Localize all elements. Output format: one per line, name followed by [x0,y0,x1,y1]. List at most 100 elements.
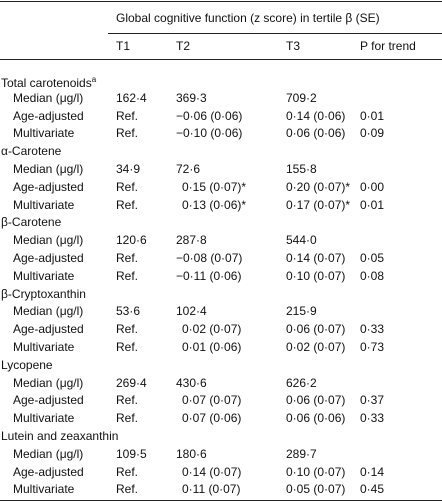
row-label: Multivariate [13,126,75,141]
row-label: Age-adjusted [13,251,84,265]
cell: Ref. [116,126,139,141]
cell: 0·15 (0·07)* [182,179,247,194]
cell: 287·8 [176,233,207,248]
row-label: Age-adjusted [13,179,84,194]
cell: 53·6 [116,304,141,319]
cell: 0·14 [360,464,385,479]
cell: 0·01 (0·06) [182,340,242,354]
cell: 0·01 [360,197,385,212]
cell: 215·9 [286,304,317,319]
cell: 0·07 (0·07) [182,393,242,408]
cell: 0·05 [360,251,385,265]
cell: 0·06 (0·06) [286,411,346,426]
row-label: Multivariate [13,197,75,212]
cell: 0·02 (0·07) [182,322,242,337]
group-name: Lutein and zeaxanthin [1,429,119,443]
cell: 0·10 (0·07) [286,464,346,479]
cell: Ref. [116,197,139,212]
cell: −0·08 (0·07) [176,251,243,265]
cell: 626·2 [286,375,317,390]
span-rule [108,33,442,34]
group-name: β-Carotene [1,215,62,230]
cell: 0·06 (0·07) [286,393,346,408]
group-name: Lycopene [1,357,53,372]
row-label: Median (μg/l) [13,446,84,461]
cell: 0·37 [360,393,385,408]
row-label: Multivariate [13,482,75,497]
cell: 0·02 (0·07) [286,340,346,354]
cell: Ref. [116,268,139,283]
cell: 0·00 [360,179,385,194]
top-rule [0,1,442,2]
cell: 0·05 (0·07) [286,482,346,497]
header-title: Global cognitive function (z score) in t… [116,11,380,25]
cell: 0·45 [360,482,385,497]
column-header: T3 [286,39,301,53]
cell: 0·06 (0·06) [286,126,346,141]
column-header: T1 [116,39,131,53]
cell: 709·2 [286,90,317,105]
column-header: P for trend [360,39,416,53]
cell: Ref. [116,179,139,194]
cell: 0·14 (0·06) [286,108,346,123]
cell: 72·6 [176,162,201,176]
cell: 0·06 (0·07) [286,322,346,337]
row-label: Median (μg/l) [13,90,84,105]
cell: 109·5 [116,446,147,461]
row-label: Median (μg/l) [13,304,84,319]
bottom-rule [0,500,442,501]
row-label: Age-adjusted [13,322,84,337]
column-header: T2 [176,39,191,53]
cell: 0·20 (0·07)* [286,179,351,194]
cell: 0·11 (0·07) [182,482,241,497]
cell: 155·8 [286,162,317,176]
group-name: Total carotenoidsa [1,75,97,90]
cell: Ref. [116,251,139,265]
header-rule [0,59,442,60]
group-name: α-Carotene [1,144,62,159]
cell: 544·0 [286,233,317,248]
cell: 430·6 [176,375,207,390]
cell: 269·4 [116,375,147,390]
cell: Ref. [116,108,139,123]
cell: 0·13 (0·06)* [182,197,247,212]
row-label: Multivariate [13,411,75,426]
cell: 0·01 [360,108,385,123]
cell: 120·6 [116,233,147,248]
row-label: Median (μg/l) [13,375,84,390]
cell: 34·9 [116,162,141,176]
cell: Ref. [116,482,139,497]
row-label: Age-adjusted [13,393,84,408]
row-label: Multivariate [13,268,75,283]
cell: 162·4 [116,90,147,105]
cell: 0·73 [360,340,385,354]
cell: 0·14 (0·07) [286,251,346,265]
cell: Ref. [116,411,139,426]
cell: Ref. [116,464,139,479]
row-label: Age-adjusted [13,464,84,479]
cell: 0·08 [360,268,385,283]
footnote-mark: a [91,75,97,84]
row-label: Median (μg/l) [13,233,84,248]
cell: Ref. [116,393,139,408]
cell: 369·3 [176,90,207,105]
row-label: Median (μg/l) [13,162,84,176]
group-name: β-Cryptoxanthin [1,286,86,301]
cell: 0·14 (0·07) [182,464,242,479]
cell: 0·17 (0·07)* [286,197,351,212]
cell: −0·06 (0·06) [176,108,243,123]
cell: 102·4 [176,304,207,319]
cell: 289·7 [286,446,317,461]
row-label: Age-adjusted [13,108,84,123]
cell: 0·07 (0·06) [182,411,242,426]
cell: −0·11 (0·06) [176,268,242,283]
cell: −0·10 (0·06) [176,126,243,141]
cell: 180·6 [176,446,207,461]
cell: Ref. [116,322,139,337]
cell: 0·33 [360,322,385,337]
cell: 0·33 [360,411,385,426]
cell: Ref. [116,340,139,354]
cell: 0·10 (0·07) [286,268,346,283]
cell: 0·09 [360,126,385,141]
